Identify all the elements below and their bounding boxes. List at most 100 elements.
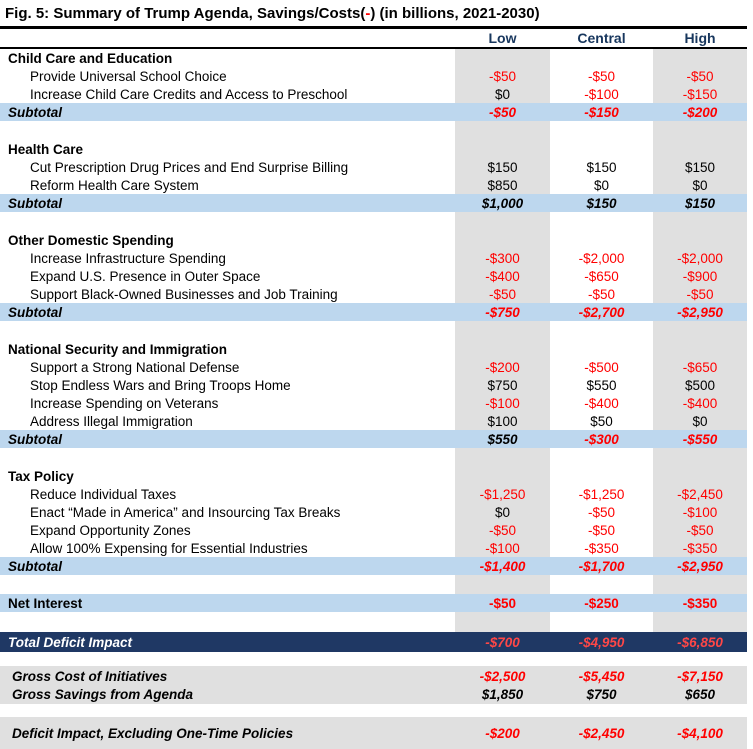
title-text-suffix: ) (in billions, 2021-2030) bbox=[370, 5, 540, 22]
subtotal-row: Subtotal $1,000 $150 $150 bbox=[0, 194, 747, 212]
column-header-central: Central bbox=[577, 30, 626, 46]
value-cell: -$1,700 bbox=[578, 558, 625, 574]
line-item-row: Enact “Made in America” and Insourcing T… bbox=[0, 503, 747, 521]
value-cell: $0 bbox=[455, 85, 550, 103]
value-cell: -$1,250 bbox=[455, 485, 550, 503]
section-header-row: National Security and Immigration bbox=[0, 340, 747, 358]
spacer-cell bbox=[0, 321, 455, 340]
value-cell: -$300 bbox=[455, 249, 550, 267]
subtotal-row: Subtotal -$50 -$150 -$200 bbox=[0, 103, 747, 121]
spacer-cell bbox=[550, 212, 653, 231]
column-header-spacer bbox=[0, 29, 455, 47]
line-item-label: Support a Strong National Defense bbox=[30, 359, 240, 375]
value-cell: -$900 bbox=[653, 267, 747, 285]
page-title: Fig. 5: Summary of Trump Agenda, Savings… bbox=[0, 0, 753, 26]
value-cell: -$1,400 bbox=[479, 558, 526, 574]
line-item-row: Increase Child Care Credits and Access t… bbox=[0, 85, 747, 103]
line-item-row: Expand Opportunity Zones -$50 -$50 -$50 bbox=[0, 521, 747, 539]
line-item-label: Increase Child Care Credits and Access t… bbox=[30, 86, 348, 102]
total-deficit-label: Total Deficit Impact bbox=[8, 634, 133, 650]
spacer-cell bbox=[455, 212, 550, 231]
value-cell: -$1,250 bbox=[578, 486, 625, 502]
subtotal-label: Subtotal bbox=[8, 431, 62, 447]
line-item-row: Allow 100% Expensing for Essential Indus… bbox=[0, 539, 747, 557]
value-cell: $0 bbox=[593, 177, 610, 193]
line-item-row: Address Illegal Immigration $100 $50 $0 bbox=[0, 412, 747, 430]
value-cell bbox=[653, 140, 747, 158]
spacer-cell bbox=[0, 612, 455, 632]
value-cell bbox=[550, 231, 653, 249]
title-red-minus: - bbox=[365, 5, 371, 22]
section-title: Tax Policy bbox=[8, 468, 74, 484]
value-cell: -$350 bbox=[682, 595, 718, 611]
spacer-row bbox=[0, 448, 747, 467]
value-cell: -$150 bbox=[584, 104, 619, 120]
line-item-label: Allow 100% Expensing for Essential Indus… bbox=[30, 540, 308, 556]
value-cell: -$200 bbox=[455, 358, 550, 376]
title-text: Fig. 5: Summary of Trump Agenda, Savings… bbox=[5, 5, 366, 22]
divider-thin bbox=[0, 47, 747, 49]
section-header-row: Other Domestic Spending bbox=[0, 231, 747, 249]
line-item-row: Increase Spending on Veterans -$100 -$40… bbox=[0, 394, 747, 412]
value-cell: -$2,000 bbox=[653, 249, 747, 267]
value-cell: -$400 bbox=[455, 267, 550, 285]
spacer-cell bbox=[455, 321, 550, 340]
line-item-label: Increase Spending on Veterans bbox=[30, 395, 219, 411]
value-cell: -$350 bbox=[653, 539, 747, 557]
value-cell: $0 bbox=[455, 503, 550, 521]
section-title: Other Domestic Spending bbox=[8, 232, 174, 248]
line-item-label: Provide Universal School Choice bbox=[30, 68, 227, 84]
line-item-row: Reduce Individual Taxes -$1,250 -$1,250 … bbox=[0, 485, 747, 503]
spacer-cell bbox=[455, 575, 550, 594]
spacer-cell bbox=[653, 121, 747, 140]
line-item-label: Support Black-Owned Businesses and Job T… bbox=[30, 286, 338, 302]
section-header-row: Tax Policy bbox=[0, 467, 747, 485]
spacer-row bbox=[0, 212, 747, 231]
section-title: National Security and Immigration bbox=[8, 341, 228, 357]
gross-cost-row: Gross Cost of Initiatives -$2,500 -$5,45… bbox=[0, 667, 747, 685]
section-header-row: Child Care and Education bbox=[0, 49, 747, 67]
white-gap bbox=[0, 704, 753, 717]
value-cell: $550 bbox=[586, 377, 617, 393]
value-cell: $0 bbox=[653, 176, 747, 194]
section-header-row: Health Care bbox=[0, 140, 747, 158]
subtotal-row: Subtotal $550 -$300 -$550 bbox=[0, 430, 747, 448]
value-cell: -$50 bbox=[587, 68, 616, 84]
value-cell: -$50 bbox=[587, 286, 616, 302]
value-cell: -$150 bbox=[653, 85, 747, 103]
value-cell: -$650 bbox=[653, 358, 747, 376]
value-cell: -$50 bbox=[587, 522, 616, 538]
value-cell: -$50 bbox=[488, 595, 517, 611]
subtotal-label: Subtotal bbox=[8, 104, 62, 120]
value-cell: $100 bbox=[455, 412, 550, 430]
line-item-label: Enact “Made in America” and Insourcing T… bbox=[30, 504, 341, 520]
line-item-row: Provide Universal School Choice -$50 -$5… bbox=[0, 67, 747, 85]
line-item-row: Increase Infrastructure Spending -$300 -… bbox=[0, 249, 747, 267]
spacer-row bbox=[0, 612, 747, 632]
value-cell: $1,850 bbox=[481, 686, 524, 702]
value-cell bbox=[653, 231, 747, 249]
line-item-label: Increase Infrastructure Spending bbox=[30, 250, 226, 266]
line-item-label: Reform Health Care System bbox=[30, 177, 199, 193]
spacer-cell bbox=[550, 321, 653, 340]
spacer-row bbox=[0, 321, 747, 340]
value-cell: -$500 bbox=[584, 359, 619, 375]
value-cell: $650 bbox=[684, 686, 716, 702]
subtotal-row: Subtotal -$1,400 -$1,700 -$2,950 bbox=[0, 557, 747, 575]
value-cell bbox=[550, 140, 653, 158]
value-cell: -$400 bbox=[653, 394, 747, 412]
spacer-cell bbox=[653, 448, 747, 467]
value-cell: $50 bbox=[590, 413, 613, 429]
subtotal-label: Subtotal bbox=[8, 558, 62, 574]
value-cell bbox=[550, 467, 653, 485]
line-item-row: Reform Health Care System $850 $0 $0 bbox=[0, 176, 747, 194]
value-cell: -$2,000 bbox=[578, 250, 625, 266]
column-header-high: High bbox=[684, 30, 716, 46]
line-item-label: Address Illegal Immigration bbox=[30, 413, 193, 429]
net-interest-label: Net Interest bbox=[8, 595, 83, 611]
spacer-cell bbox=[0, 121, 455, 140]
spacer-cell bbox=[455, 448, 550, 467]
value-cell: -$50 bbox=[653, 67, 747, 85]
value-cell bbox=[455, 49, 550, 67]
